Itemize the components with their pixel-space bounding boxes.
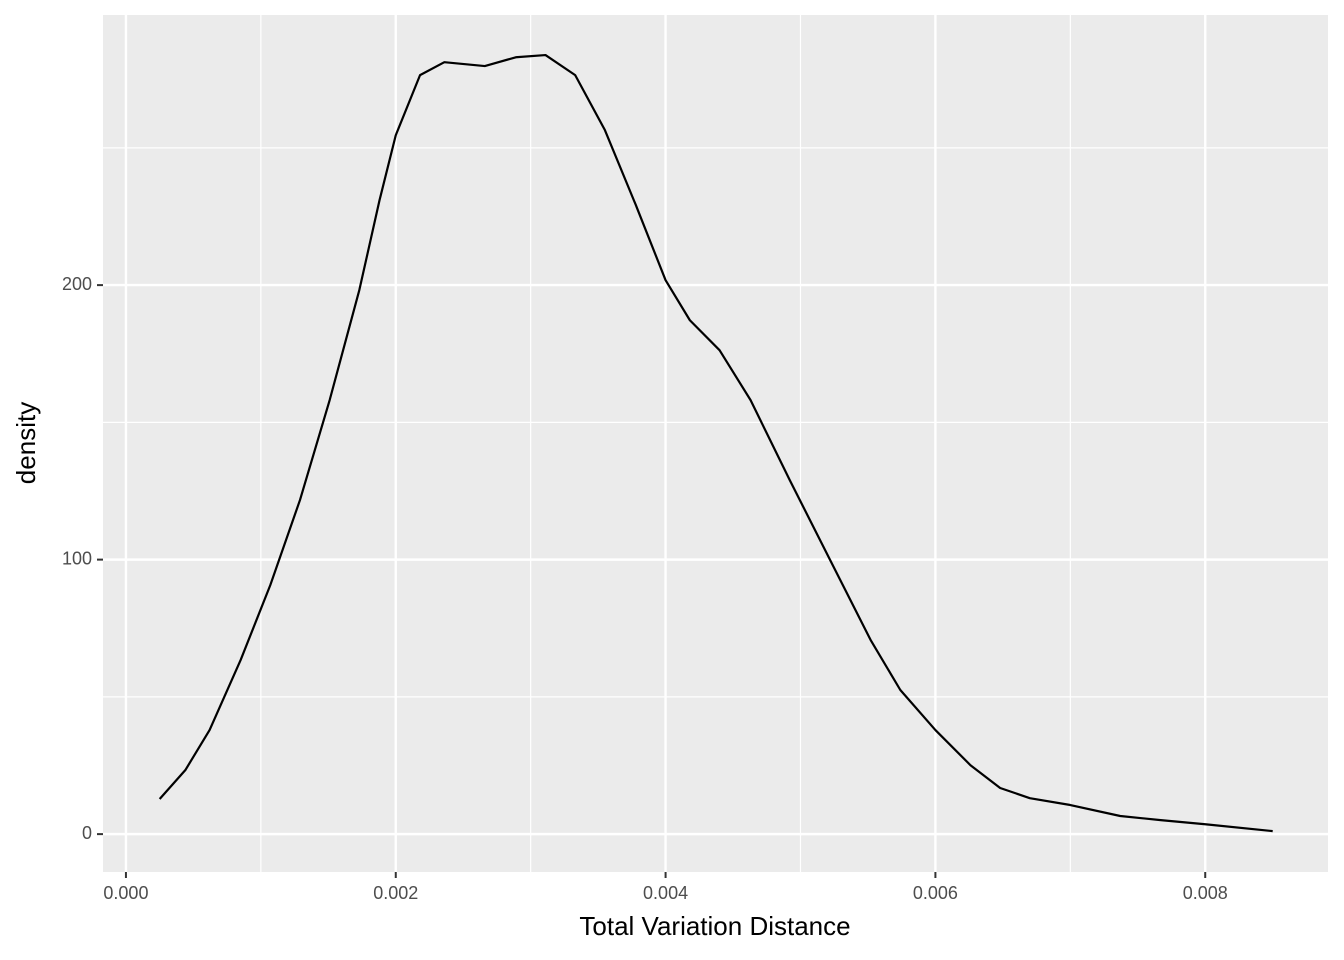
y-axis-title: density	[11, 402, 41, 484]
y-tick-label: 100	[62, 548, 92, 568]
x-tick-label: 0.000	[103, 883, 148, 903]
x-tick-label: 0.004	[643, 883, 688, 903]
density-line	[158, 53, 1273, 833]
y-tick-label: 200	[62, 274, 92, 294]
x-tick-label: 0.002	[373, 883, 418, 903]
panel	[103, 15, 1328, 872]
x-tick-label: 0.006	[913, 883, 958, 903]
x-tick-label: 0.008	[1183, 883, 1228, 903]
x-axis-title: Total Variation Distance	[579, 911, 850, 941]
y-tick-label: 0	[82, 823, 92, 843]
